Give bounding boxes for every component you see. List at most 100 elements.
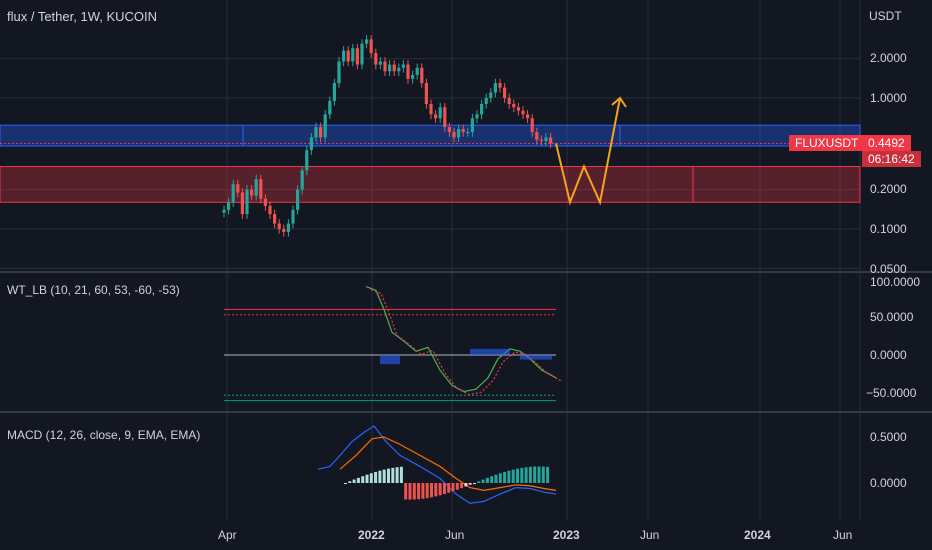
candle — [531, 118, 534, 132]
price-tick: 1.0000 — [870, 91, 907, 105]
candle — [480, 104, 483, 114]
macd-histogram-bar — [396, 467, 399, 483]
macd-histogram-bar — [469, 483, 472, 485]
macd-histogram-bar — [387, 469, 390, 483]
candle — [402, 65, 405, 68]
macd-histogram-bar — [443, 483, 446, 494]
macd-histogram-bar — [477, 481, 480, 483]
candle — [475, 114, 478, 118]
macd-histogram-bar — [542, 467, 545, 483]
macd-histogram-bar — [490, 476, 493, 483]
macd-histogram-bar — [361, 476, 364, 483]
candle — [356, 48, 359, 64]
candle — [324, 114, 327, 137]
wt-tick: 0.0000 — [870, 348, 907, 362]
macd-histogram-bar — [383, 470, 386, 483]
candle — [342, 51, 345, 62]
candle — [227, 202, 230, 210]
macd-histogram-bar — [529, 467, 532, 483]
candle — [462, 129, 465, 132]
candle — [521, 111, 524, 115]
candle — [434, 114, 437, 118]
candle — [282, 229, 285, 232]
candle — [305, 150, 308, 170]
symbol-tag[interactable]: FLUXUSDT — [789, 135, 864, 151]
demand-zone — [0, 166, 860, 202]
time-label: 2023 — [553, 528, 580, 542]
candle — [236, 184, 239, 192]
candle — [489, 93, 492, 98]
candle — [347, 51, 350, 62]
candle — [452, 132, 455, 137]
macd-indicator-title[interactable]: MACD (12, 26, close, 9, EMA, EMA) — [7, 428, 200, 442]
macd-histogram-bar — [413, 483, 416, 499]
time-label: Apr — [218, 528, 237, 542]
macd-tick: 0.5000 — [870, 430, 907, 444]
candle — [351, 48, 354, 61]
candle — [328, 101, 331, 114]
candle — [443, 107, 446, 127]
macd-histogram-bar — [374, 472, 377, 483]
candle — [549, 137, 552, 143]
macd-histogram-bar — [430, 483, 433, 497]
macd-histogram-bar — [520, 468, 523, 483]
macd-histogram-bar — [503, 472, 506, 483]
macd-histogram-bar — [456, 483, 459, 490]
wt1-line — [366, 287, 556, 392]
candle — [374, 53, 377, 64]
price-tick: 0.0500 — [870, 262, 907, 276]
candle — [498, 83, 501, 88]
candle — [508, 98, 511, 104]
candle — [379, 61, 382, 64]
macd-histogram-bar — [357, 478, 360, 483]
candle — [466, 132, 469, 133]
price-tick: 2.0000 — [870, 51, 907, 65]
wt-tick: 50.0000 — [870, 310, 913, 324]
candle — [264, 199, 267, 206]
macd-histogram-bar — [434, 483, 437, 496]
candle — [287, 224, 290, 232]
wt-indicator-title[interactable]: WT_LB (10, 21, 60, 53, -60, -53) — [7, 283, 180, 297]
price-tick: 0.1000 — [870, 222, 907, 236]
macd-histogram-bar — [525, 467, 528, 483]
candle — [273, 214, 276, 224]
macd-histogram-bar — [486, 478, 489, 483]
macd-histogram-bar — [370, 473, 373, 483]
macd-histogram-bar — [378, 471, 381, 483]
time-label: Jun — [833, 528, 852, 542]
wt-histogram-area — [380, 355, 400, 364]
candle — [370, 39, 373, 53]
macd-histogram-bar — [366, 475, 369, 483]
candle — [388, 65, 391, 72]
time-label: 2022 — [358, 528, 385, 542]
macd-histogram-bar — [460, 483, 463, 488]
candle — [301, 170, 304, 189]
candle — [296, 190, 299, 210]
currency-label: USDT — [869, 9, 902, 23]
candle — [268, 206, 271, 214]
macd-histogram-bar — [353, 480, 356, 483]
wt2-line — [371, 290, 561, 395]
macd-histogram-bar — [348, 481, 351, 483]
candle — [232, 184, 235, 202]
time-label: Jun — [445, 528, 464, 542]
macd-histogram-bar — [512, 470, 515, 483]
macd-histogram-bar — [439, 483, 442, 495]
candle — [406, 65, 409, 79]
macd-histogram-bar — [426, 483, 429, 498]
candle — [319, 127, 322, 137]
candle — [383, 61, 386, 71]
price-tick: 0.2000 — [870, 182, 907, 196]
candle — [425, 83, 428, 104]
candle — [420, 68, 423, 83]
macd-histogram-bar — [507, 471, 510, 483]
macd-histogram-bar — [409, 483, 412, 500]
candle — [255, 179, 258, 195]
macd-histogram-bar — [452, 483, 455, 491]
candle — [448, 127, 451, 132]
candle — [485, 98, 488, 104]
candle — [503, 88, 506, 98]
time-label: 2024 — [744, 528, 771, 542]
candle — [540, 140, 543, 141]
